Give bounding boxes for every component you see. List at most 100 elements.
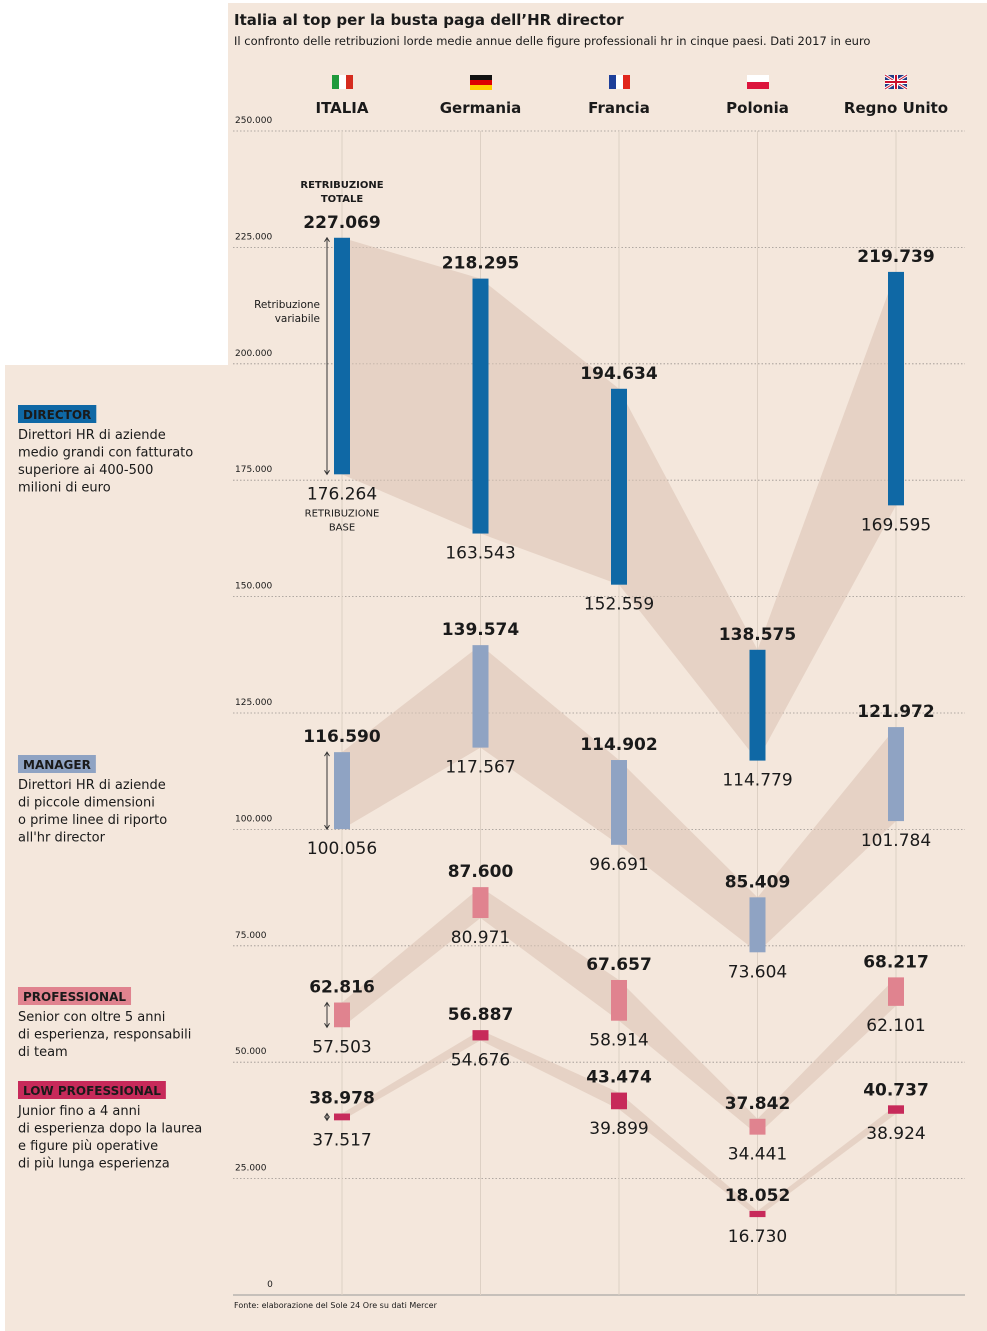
legend-tag [18,405,97,423]
base-label: 54.676 [451,1050,510,1070]
base-label: 37.517 [312,1130,371,1150]
base-label: 57.503 [312,1037,371,1057]
legend-panel [5,365,229,1331]
arrow-head [324,751,330,831]
legend-tag [18,987,132,1005]
base-label: 114.779 [722,771,792,791]
legend-description: di esperienza, responsabili [18,1028,191,1043]
total-label: 68.217 [863,952,929,972]
y-tick-label: 200.000 [235,349,272,359]
legend-label: MANAGER [23,758,91,772]
y-tick-label: 0 [267,1280,273,1290]
base-label: 38.924 [866,1124,925,1144]
y-tick-label: 25.000 [235,1164,267,1174]
range-bar [749,897,766,953]
flag-france [609,75,630,89]
total-label: 18.052 [725,1186,791,1206]
connector-band [619,388,758,761]
range-bar [888,977,904,1006]
range-bar [472,645,489,748]
total-label: 219.739 [857,247,934,267]
base-label: 58.914 [589,1031,648,1051]
total-label: 194.634 [580,364,658,384]
bands [342,237,896,1218]
arrow-head [324,236,330,476]
total-label: 37.842 [725,1094,791,1114]
total-label: 62.816 [309,978,375,998]
connector-band [757,977,896,1135]
base-label: 101.784 [861,831,931,851]
range-bar [611,979,627,1021]
y-tick-label: 100.000 [235,814,272,824]
legend-description: di esperienza dopo la laurea [18,1122,202,1137]
legend-description: di più lunga esperienza [18,1157,170,1172]
arrow-head [324,1001,330,1029]
base-label: 39.899 [589,1119,648,1139]
range-bar [334,237,350,475]
legend-description: o prime linee di riporto [18,813,167,828]
total-label: 116.590 [303,727,381,747]
base-label: 117.567 [445,758,515,778]
legend-label: DIRECTOR [23,408,91,422]
base-label: 152.559 [584,595,654,615]
flag-poland [747,75,769,89]
legend-label: LOW PROFESSIONAL [23,1084,161,1098]
range-bar [611,760,627,845]
range-bar [888,727,904,822]
annotation: Retribuzione [254,299,320,311]
base-label: 96.691 [589,855,648,875]
annotation: variabile [275,313,320,325]
total-label: 56.887 [448,1005,514,1025]
range-bar [334,1113,350,1121]
range-bar [749,1210,766,1218]
total-label: 85.409 [725,872,791,892]
legend-description: di team [18,1045,68,1060]
flag-uk [884,73,908,91]
range-bar [472,1030,489,1041]
y-tick-label: 50.000 [235,1047,267,1057]
total-label: 227.069 [303,213,380,233]
base-label: 34.441 [728,1145,787,1165]
connector-band [480,278,619,585]
annotation: RETRIBUZIONE [300,180,383,191]
chart-title: Italia al top per la busta paga dell’HR … [234,11,624,29]
connector-band [342,1030,481,1121]
base-label: 16.730 [728,1227,787,1247]
total-label: 114.902 [580,735,657,755]
connector-band [757,727,896,953]
total-label: 218.295 [442,254,519,274]
range-bar [888,271,904,506]
connector-band [342,887,481,1028]
legend-description: medio grandi con fatturato [18,446,193,461]
base-label: 62.101 [866,1016,925,1036]
legend-tag [18,755,96,773]
connector-band [480,1030,619,1110]
total-label: 138.575 [719,625,796,645]
y-tick-label: 75.000 [235,931,267,941]
base-label: 169.595 [861,515,931,535]
x-tick-label: Francia [588,99,650,117]
connector-band [757,1105,896,1218]
range-bar [888,1105,904,1114]
arrow-head [324,1112,330,1122]
y-tick-label: 225.000 [235,232,272,242]
connector-band [342,237,481,534]
y-tick-label: 125.000 [235,698,272,708]
legend-description: Direttori HR di aziende [18,428,166,443]
total-label: 139.574 [442,620,520,640]
total-label: 121.972 [857,702,934,722]
x-tick-label: Regno Unito [844,99,948,117]
range-bar [749,1118,766,1135]
range-bar [611,1092,627,1110]
legend-description: Junior fino a 4 anni [17,1104,140,1119]
annotation: BASE [329,522,355,533]
connector-band [619,760,758,953]
legend-description: all'hr director [18,831,106,846]
connector-band [619,1092,758,1218]
y-tick-label: 150.000 [235,582,272,592]
annotation: TOTALE [321,194,363,205]
x-tick-label: Polonia [726,99,789,117]
connector-band [480,645,619,845]
